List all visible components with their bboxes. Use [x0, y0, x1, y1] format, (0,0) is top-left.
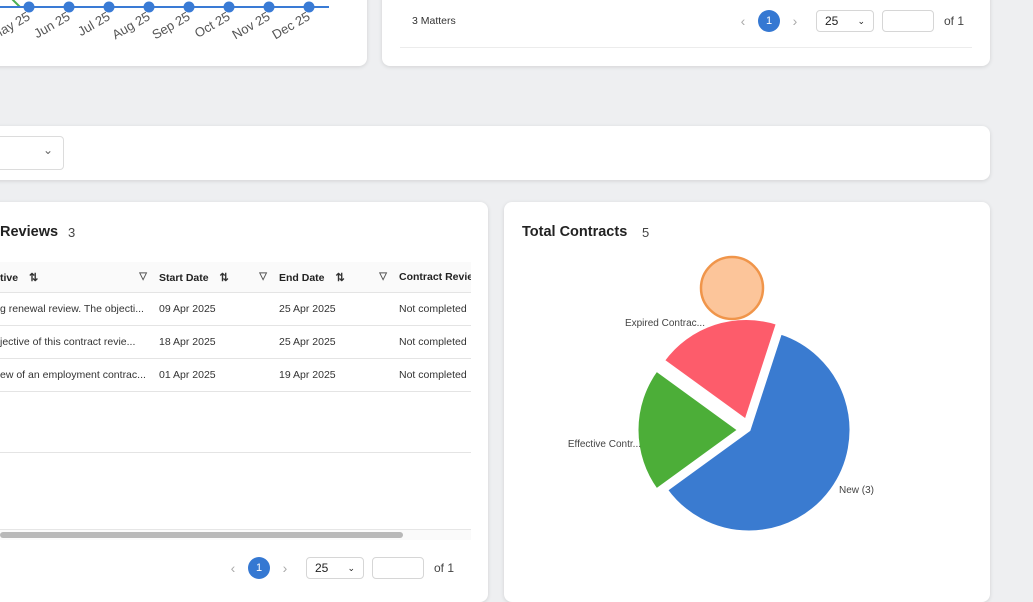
reviews-table: tive ⇅ ▽ Start Date ⇅ ▽ End Date ⇅ ▽: [0, 262, 471, 392]
cell-start-date: 09 Apr 2025: [159, 292, 279, 326]
cell-status: Not completed: [399, 358, 471, 392]
contracts-count: 5: [642, 225, 650, 240]
column-label: Contract Review: [399, 271, 471, 283]
reviews-table-container: tive ⇅ ▽ Start Date ⇅ ▽ End Date ⇅ ▽: [0, 262, 471, 528]
x-tick-label: Jun 25: [31, 9, 72, 42]
x-tick-label: Nov 25: [229, 9, 272, 43]
data-point[interactable]: [223, 1, 235, 13]
data-point[interactable]: [103, 1, 115, 13]
sort-icon[interactable]: ⇅: [219, 271, 229, 284]
pie-slice-marker[interactable]: [699, 255, 765, 321]
column-contract-review[interactable]: Contract Review: [399, 262, 471, 293]
sort-icon[interactable]: ⇅: [335, 271, 345, 284]
horizontal-scrollbar[interactable]: [0, 529, 471, 540]
page-total: of 1: [944, 14, 965, 28]
timeline-chart-card: May 25 Jun 25 Jul 25 Aug 25 Sep 25 Oct 25 Nov …: [0, 0, 367, 66]
pie-slice[interactable]: [661, 316, 780, 423]
pie-slice-label: Effective Contr...: [568, 439, 641, 450]
cell-status: Not completed: [399, 292, 471, 326]
page-total: of 1: [434, 561, 455, 575]
cell-objective: jective of this contract revie...: [0, 325, 159, 359]
page-1-button[interactable]: 1: [248, 557, 270, 579]
matters-pagination: ‹ 1 › 25 ⌄ of 1: [732, 10, 964, 32]
filter-icon[interactable]: ▽: [379, 271, 387, 282]
next-page-button[interactable]: ›: [792, 13, 798, 29]
pie-slice[interactable]: [635, 367, 742, 493]
page-jump-input[interactable]: [372, 557, 424, 579]
chevron-down-icon: ⌄: [347, 562, 355, 573]
cell-end-date: 19 Apr 2025: [279, 358, 399, 392]
data-point[interactable]: [303, 1, 315, 13]
pie-slice[interactable]: [664, 331, 853, 534]
matters-count: 3 Matters: [412, 15, 456, 27]
reviews-count: 3: [68, 225, 76, 240]
filter-icon[interactable]: ▽: [259, 271, 267, 282]
filter-card: ⌄: [0, 126, 990, 180]
x-tick-label: Sep 25: [149, 9, 192, 43]
divider: [400, 47, 972, 48]
table-header-row: tive ⇅ ▽ Start Date ⇅ ▽ End Date ⇅ ▽: [0, 262, 471, 293]
cell-status: Not completed: [399, 325, 471, 359]
scrollbar-thumb[interactable]: [0, 532, 403, 538]
chevron-down-icon: ⌄: [42, 143, 53, 157]
table-row[interactable]: jective of this contract revie... 18 Apr…: [0, 325, 471, 359]
cell-start-date: 01 Apr 2025: [159, 358, 279, 392]
filter-dropdown[interactable]: ⌄: [0, 136, 64, 170]
x-tick-label: Aug 25: [109, 9, 152, 43]
contracts-title: Total Contracts: [522, 224, 628, 240]
prev-page-button[interactable]: ‹: [740, 13, 746, 29]
table-row[interactable]: ew of an employment contrac... 01 Apr 20…: [0, 358, 471, 392]
next-page-button[interactable]: ›: [282, 560, 288, 576]
data-point[interactable]: [143, 1, 155, 13]
data-point[interactable]: [183, 1, 195, 13]
reviews-title: Reviews: [0, 224, 59, 240]
column-label: End Date: [279, 271, 325, 284]
data-point[interactable]: [263, 1, 275, 13]
data-point[interactable]: [23, 1, 35, 13]
page-size-select[interactable]: 25 ⌄: [306, 557, 364, 579]
prev-page-button[interactable]: ‹: [230, 560, 236, 576]
column-objective[interactable]: tive ⇅ ▽: [0, 262, 159, 293]
x-tick-label: Jul 25: [75, 9, 113, 39]
row-divider: [0, 452, 471, 453]
column-label: Start Date: [159, 271, 209, 284]
page-jump-input[interactable]: [882, 10, 934, 32]
reviews-card: Reviews 3 tive ⇅ ▽ Start Date ⇅ ▽: [0, 202, 488, 602]
page-1-button[interactable]: 1: [758, 10, 780, 32]
pie-slice-label: New (3): [839, 485, 874, 496]
sort-icon[interactable]: ⇅: [29, 271, 39, 284]
column-end-date[interactable]: End Date ⇅ ▽: [279, 262, 399, 293]
page-size-value: 25: [825, 14, 839, 28]
total-contracts-card: Total Contracts 5 New (3) Effective Contr…: [504, 202, 990, 602]
cell-end-date: 25 Apr 2025: [279, 325, 399, 359]
matters-card: 3 Matters ‹ 1 › 25 ⌄ of 1: [382, 0, 990, 66]
secondary-series-line: [11, 0, 21, 8]
page-size-value: 25: [315, 561, 329, 575]
x-tick-label: May 25: [0, 9, 33, 43]
contracts-pie-chart: New (3) Effective Contr... Expired Contrac…: [568, 255, 874, 534]
table-row[interactable]: g renewal review. The objecti... 09 Apr …: [0, 292, 471, 326]
x-tick-label: Dec 25: [269, 9, 312, 43]
page-size-select[interactable]: 25 ⌄: [816, 10, 874, 32]
cell-objective: ew of an employment contrac...: [0, 358, 159, 392]
cell-objective: g renewal review. The objecti...: [0, 292, 159, 326]
column-label: tive: [0, 271, 19, 284]
cell-start-date: 18 Apr 2025: [159, 325, 279, 359]
column-start-date[interactable]: Start Date ⇅ ▽: [159, 262, 279, 293]
x-tick-label: Oct 25: [192, 9, 233, 41]
cell-end-date: 25 Apr 2025: [279, 292, 399, 326]
filter-icon[interactable]: ▽: [139, 271, 147, 282]
reviews-pagination: ‹ 1 › 25 ⌄ of 1: [222, 557, 454, 579]
pie-slice-label: Expired Contrac...: [625, 318, 705, 329]
data-point[interactable]: [63, 1, 75, 13]
chevron-down-icon: ⌄: [857, 15, 865, 26]
